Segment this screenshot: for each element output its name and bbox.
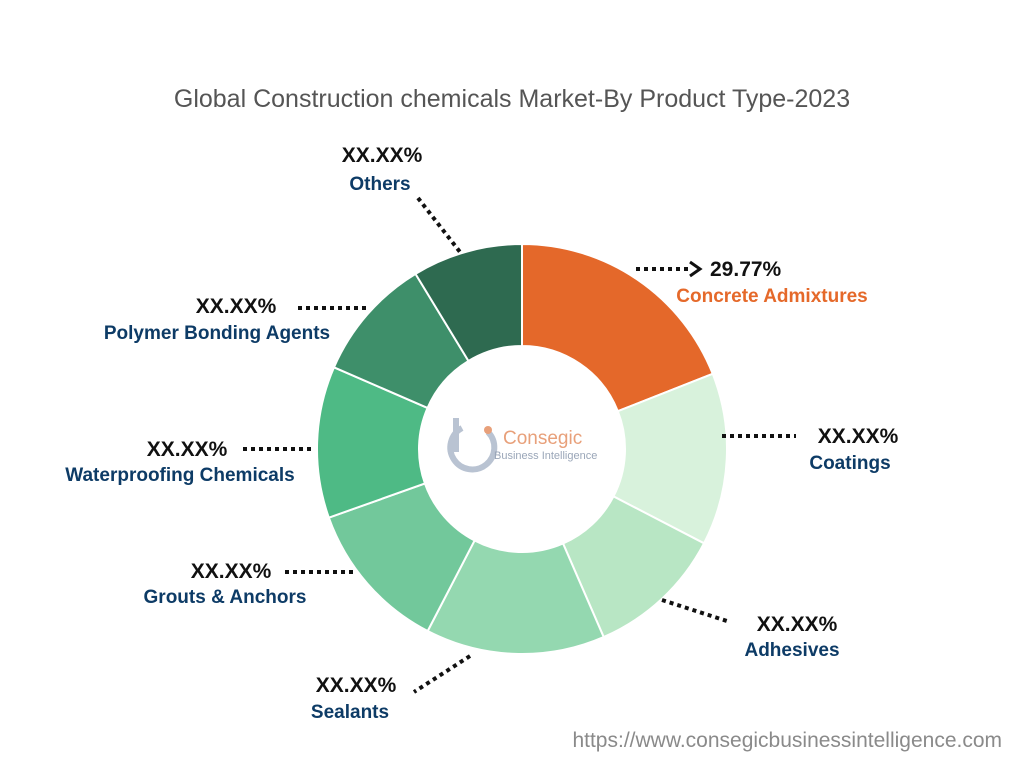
- logo-ring-icon: [447, 425, 498, 473]
- slice-concrete-admixtures: [521, 242, 715, 413]
- watermark-subtitle: Business Intelligence: [494, 450, 597, 462]
- pct-polymer-bonding-agents: XX.XX%: [196, 295, 277, 318]
- logo-dot-icon: [484, 426, 492, 434]
- label-polymer-bonding-agents: Polymer Bonding Agents: [104, 323, 330, 344]
- label-sealants: Sealants: [311, 702, 389, 723]
- label-waterproofing-chemicals: Waterproofing Chemicals: [65, 465, 294, 486]
- leader-adhesives: [661, 598, 731, 624]
- pct-sealants: XX.XX%: [316, 674, 397, 697]
- pct-others: XX.XX%: [342, 144, 423, 167]
- annotations: 29.77% Concrete Admixtures XX.XX% Coatin…: [65, 144, 898, 723]
- label-adhesives: Adhesives: [744, 640, 839, 661]
- watermark-brand: Consegic: [503, 428, 582, 449]
- slices-group: [316, 242, 728, 655]
- pct-grouts-anchors: XX.XX%: [191, 560, 272, 583]
- pct-coatings: XX.XX%: [818, 425, 899, 448]
- slice-sealants: [426, 539, 605, 655]
- pct-waterproofing-chemicals: XX.XX%: [147, 438, 228, 461]
- pct-concrete-admixtures: 29.77%: [710, 258, 782, 281]
- label-grouts-anchors: Grouts & Anchors: [144, 587, 307, 608]
- leader-others: [416, 196, 462, 254]
- center-logo: Consegic Business Intelligence: [447, 418, 597, 473]
- label-others: Others: [349, 174, 410, 195]
- footer-url: https://www.consegicbusinessintelligence…: [572, 729, 1002, 752]
- logo-bar-icon: [453, 418, 459, 452]
- slice-others: [414, 242, 523, 363]
- label-coatings: Coatings: [809, 453, 890, 474]
- pct-adhesives: XX.XX%: [757, 613, 838, 636]
- leader-sealants: [412, 654, 472, 694]
- label-concrete-admixtures: Concrete Admixtures: [676, 286, 867, 307]
- arrow-icon: [689, 260, 703, 278]
- chart-title: Global Construction chemicals Market-By …: [174, 85, 850, 113]
